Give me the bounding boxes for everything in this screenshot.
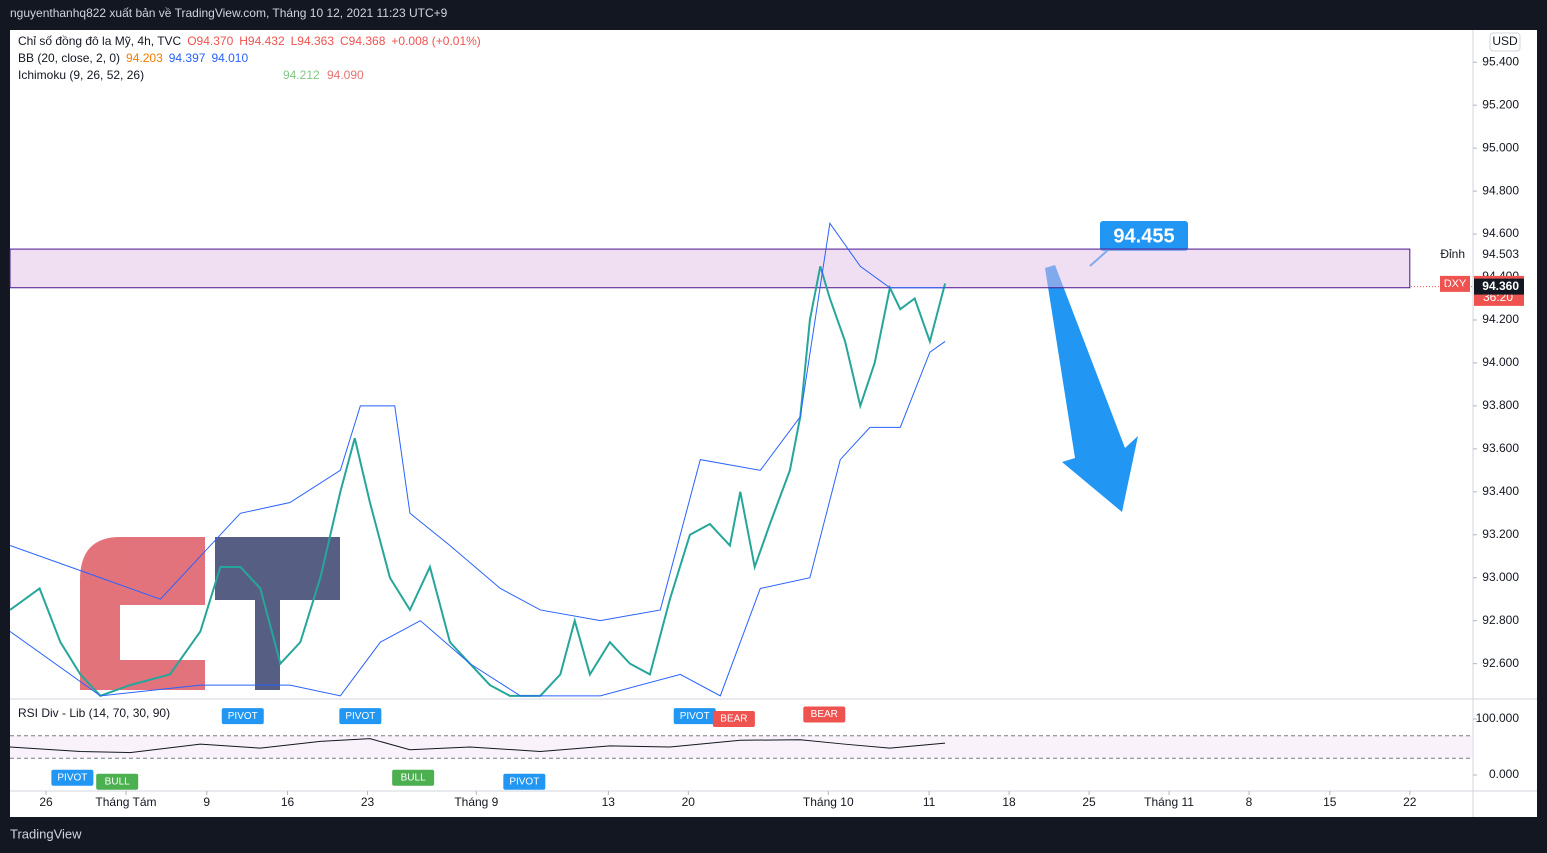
signal-tag xyxy=(803,706,846,723)
y-tick-label: 95.400 xyxy=(1482,54,1519,68)
y-tick-label: 93.200 xyxy=(1482,527,1519,541)
high-name: Đỉnh xyxy=(1440,247,1465,261)
signal-label: PIVOT xyxy=(509,776,539,787)
signal-tag xyxy=(96,773,139,790)
legend: Chỉ số đồng đô la Mỹ, 4h, TVC O94.370 H94.… xyxy=(18,34,481,720)
publisher: nguyenthanhq822 xuất bản về TradingView.… xyxy=(10,6,448,20)
legend-text: 94.010 xyxy=(211,51,248,65)
series-line xyxy=(10,341,946,697)
x-tick-label: 18 xyxy=(1002,795,1016,809)
signal-label: BULL xyxy=(105,776,130,787)
signal-label: BULL xyxy=(401,772,426,783)
x-tick-label: 26 xyxy=(39,795,53,809)
logo-t xyxy=(215,537,340,690)
x-tick-label: 9 xyxy=(203,795,210,809)
x-tick-label: 13 xyxy=(602,795,616,809)
x-tick-label: 11 xyxy=(923,795,936,809)
signal-tag xyxy=(51,769,94,786)
x-tick-label: 25 xyxy=(1082,795,1096,809)
x-tick-label: 8 xyxy=(1246,795,1253,809)
x-tick-label: 15 xyxy=(1323,795,1337,809)
zone xyxy=(9,248,1411,289)
y-tick-label: 95.000 xyxy=(1482,140,1519,154)
signal-label: PIVOT xyxy=(680,711,710,722)
high-label: 94.503 xyxy=(1482,247,1519,261)
rsi-band xyxy=(10,735,1473,759)
legend-text: 94.212 xyxy=(283,68,320,82)
callout-box xyxy=(1100,221,1188,251)
signal-tag xyxy=(221,708,264,725)
legend-text: BB (20, close, 2, 0) xyxy=(18,51,120,65)
legend-text: 94.203 xyxy=(126,51,163,65)
signal-tag xyxy=(673,708,716,725)
watermark xyxy=(80,537,340,690)
series-line xyxy=(10,222,946,622)
signal-label: PIVOT xyxy=(228,711,258,722)
low-label: 94.360 xyxy=(1482,279,1519,293)
signal-tag xyxy=(392,769,435,786)
signal-label: PIVOT xyxy=(57,772,87,783)
x-tick-label: 22 xyxy=(1403,795,1417,809)
x-tick-label: Tháng 10 xyxy=(803,795,854,809)
legend-text: L94.363 xyxy=(291,34,335,48)
y-tick-label: 92.800 xyxy=(1482,613,1519,627)
y-tick-label: 0.000 xyxy=(1489,767,1519,781)
y-tick-label: 94.200 xyxy=(1482,312,1519,326)
legend-text: RSI Div - Lib (14, 70, 30, 90) xyxy=(18,706,170,720)
y-tick-label: 93.400 xyxy=(1482,484,1519,498)
x-tick-label: 20 xyxy=(682,795,696,809)
x-tick-label: 23 xyxy=(361,795,375,809)
signal-tag xyxy=(503,773,546,790)
y-tick-label: 100.000 xyxy=(1476,711,1520,725)
y-tick-label: 94.600 xyxy=(1482,226,1519,240)
legend-text: 94.090 xyxy=(327,68,364,82)
y-tick-label: 94.000 xyxy=(1482,355,1519,369)
low-tag xyxy=(1474,278,1524,295)
x-tick-label: Tháng 11 xyxy=(1144,795,1194,809)
legend-text: Chỉ số đồng đô la Mỹ, 4h, TVC xyxy=(18,34,182,48)
y-tick-label: 94.800 xyxy=(1482,183,1519,197)
series-line xyxy=(10,265,947,698)
currency-button[interactable] xyxy=(1489,32,1521,52)
legend-text: Ichimoku (9, 26, 52, 26) xyxy=(18,68,144,82)
arrow xyxy=(1045,265,1138,512)
y-tick-label: 93.800 xyxy=(1482,398,1519,412)
logo-g xyxy=(80,537,205,690)
high-tag xyxy=(1475,246,1525,263)
x-tick-label: Tháng Tám xyxy=(95,795,156,809)
y-tick-label: 93.600 xyxy=(1482,441,1519,455)
legend-text: H94.432 xyxy=(239,34,285,48)
signal-label: BEAR xyxy=(720,714,747,725)
legend-text: 94.397 xyxy=(169,51,206,65)
y-tick-label: 93.000 xyxy=(1482,570,1519,584)
callout: 94.455 xyxy=(1113,225,1174,247)
legend-text: O94.370 xyxy=(187,34,233,48)
symbol-tag xyxy=(1440,275,1470,292)
signal-label: BEAR xyxy=(811,709,838,720)
x-tick-label: 16 xyxy=(281,795,295,809)
signal-tag xyxy=(712,710,755,727)
y-tick-label: 95.200 xyxy=(1482,97,1519,111)
series-line xyxy=(10,738,946,754)
y-tick-label: 92.600 xyxy=(1482,656,1519,670)
legend-text: +0.008 (+0.01%) xyxy=(391,34,480,48)
symbol: DXY xyxy=(1444,278,1467,290)
footer: TradingView xyxy=(10,826,82,841)
signal-label: PIVOT xyxy=(345,711,375,722)
signal-tag xyxy=(339,708,382,725)
x-tick-label: Tháng 9 xyxy=(454,795,498,809)
legend-text: C94.368 xyxy=(340,34,386,48)
currency[interactable]: USD xyxy=(1492,34,1518,48)
